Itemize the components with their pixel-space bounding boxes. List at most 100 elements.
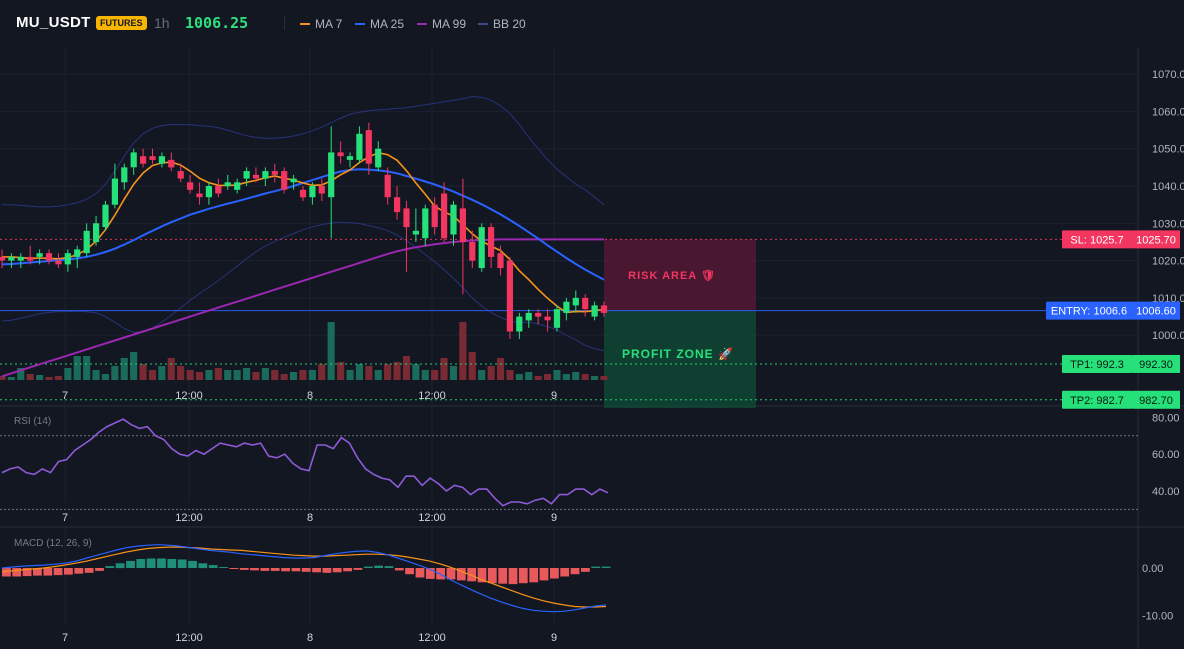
level-tags[interactable]: SL: 1025.7 1025.70 ENTRY: 1006.6 1006.60 TP1… xyxy=(1046,230,1180,409)
candle-body xyxy=(234,182,241,190)
rsi-tick-label: 40.00 xyxy=(1152,486,1180,498)
level-tag-bg xyxy=(1062,390,1132,409)
volume-bar xyxy=(525,372,533,380)
volume-bar xyxy=(261,368,269,380)
macd-histogram-bar xyxy=(353,568,363,570)
candle-body xyxy=(299,189,307,198)
macd-histogram-bar xyxy=(518,568,528,584)
bollinger-band xyxy=(1,95,605,352)
volume-bar xyxy=(177,366,185,380)
symbol-name[interactable]: MU_USDT xyxy=(16,14,91,31)
volume-bar xyxy=(299,370,307,380)
macd-histogram-bar xyxy=(188,560,197,568)
candle-body xyxy=(384,174,391,198)
macd-pane[interactable]: MACD (12, 26, 9) -10.00 0.00 xyxy=(1,538,1173,623)
axis-price-label: 982.70 xyxy=(1139,395,1173,407)
sl-tag[interactable]: SL: 1025.7 1025.70 xyxy=(1062,230,1180,249)
timeframe-label[interactable]: 1h xyxy=(154,15,170,31)
level-tag-bg xyxy=(1062,354,1132,373)
volume-bar xyxy=(196,372,204,380)
macd-histogram-bar xyxy=(84,568,94,573)
macd-histogram-bar xyxy=(2,568,11,577)
volume-bar xyxy=(224,370,232,380)
macd-histogram-bar xyxy=(591,566,601,568)
candle-body xyxy=(412,230,419,235)
macd-histogram-bar xyxy=(95,568,104,571)
volume-bar xyxy=(139,364,147,380)
candle-body xyxy=(64,253,71,265)
volume-bar xyxy=(421,370,429,380)
tp2-tag[interactable]: TP2: 982.7 982.70 xyxy=(1062,390,1180,409)
candle-body xyxy=(8,256,15,261)
legend-bb20[interactable]: BB 20 xyxy=(478,17,526,31)
candle-body xyxy=(535,312,542,317)
volume-bar xyxy=(562,374,570,380)
ma7-line xyxy=(2,151,605,314)
candle-body xyxy=(346,156,354,160)
macd-histogram-bar xyxy=(322,568,332,573)
macd-histogram-bar xyxy=(570,568,580,575)
candle-body xyxy=(149,156,156,160)
macd-signal-line xyxy=(1,546,607,608)
macd-histogram-bar xyxy=(508,568,518,585)
macd-histogram-bar xyxy=(229,568,239,569)
rsi-line xyxy=(1,418,609,507)
time-tick-label: 8 xyxy=(307,512,313,524)
profit-zone xyxy=(604,310,756,408)
legend-ma7[interactable]: MA 7 xyxy=(300,17,342,31)
macd-histogram-bar xyxy=(477,568,487,583)
macd-title: MACD (12, 26, 9) xyxy=(14,538,92,549)
level-tag-text: TP1: 992.3 xyxy=(1070,359,1124,371)
candle-body xyxy=(168,159,175,168)
volume-bar xyxy=(412,364,420,380)
risk-area-zone xyxy=(604,239,756,311)
candle-body xyxy=(497,253,504,269)
candle-body xyxy=(158,156,165,164)
macd-histogram-bar xyxy=(208,565,218,568)
macd-histogram-bar xyxy=(374,565,383,568)
candle-body xyxy=(196,193,203,198)
rsi-pane[interactable]: RSI (14) 40.00 60.00 80.00 xyxy=(0,412,1180,510)
time-tick-label: 9 xyxy=(551,632,557,644)
volume-bar xyxy=(290,372,298,380)
rsi-tick-label: 80.00 xyxy=(1152,412,1180,424)
volume-bar xyxy=(337,362,345,380)
volume-bar xyxy=(271,370,279,380)
candle-body xyxy=(478,227,485,269)
candle-body xyxy=(130,152,137,168)
volume-bar xyxy=(64,368,72,380)
volume-bar xyxy=(167,358,175,380)
volume-bar xyxy=(17,368,25,380)
legend-ma99[interactable]: MA 99 xyxy=(417,17,466,31)
macd-histogram-bar xyxy=(601,566,611,568)
candle-body xyxy=(469,242,476,261)
entry-tag[interactable]: ENTRY: 1006.6 1006.60 xyxy=(1046,301,1180,320)
axes: 1000.001010.001020.001030.001040.001050.… xyxy=(62,69,1184,644)
volume-bar xyxy=(365,366,373,380)
volume-bar xyxy=(440,358,448,380)
price-tick-label: 1060.00 xyxy=(1152,106,1184,118)
candle-body xyxy=(328,152,335,198)
volume-bar xyxy=(384,364,392,380)
macd-histogram-bar xyxy=(487,568,497,584)
legend-label: BB 20 xyxy=(493,17,526,31)
volume-bar xyxy=(130,352,138,380)
axis-price-label: 1025.70 xyxy=(1136,234,1176,246)
candle-body xyxy=(488,227,495,257)
time-tick-label: 8 xyxy=(307,632,313,644)
volume-bar xyxy=(280,374,288,380)
rsi-tick-label: 60.00 xyxy=(1152,449,1180,461)
candle-body xyxy=(271,171,278,175)
candlesticks[interactable] xyxy=(0,122,608,339)
candle-body xyxy=(205,186,212,198)
price-tick-label: 1070.00 xyxy=(1152,69,1184,81)
volume-bars xyxy=(0,322,608,380)
legend-ma25[interactable]: MA 25 xyxy=(355,17,404,31)
tp1-tag[interactable]: TP1: 992.3 992.30 xyxy=(1062,354,1180,373)
volume-bar xyxy=(45,377,53,380)
volume-bar xyxy=(233,370,241,380)
volume-bar xyxy=(83,356,91,380)
macd-histogram-bar xyxy=(394,568,404,571)
trade-zones: RISK AREA 🛡 PROFIT ZONE 🚀 xyxy=(604,239,756,408)
